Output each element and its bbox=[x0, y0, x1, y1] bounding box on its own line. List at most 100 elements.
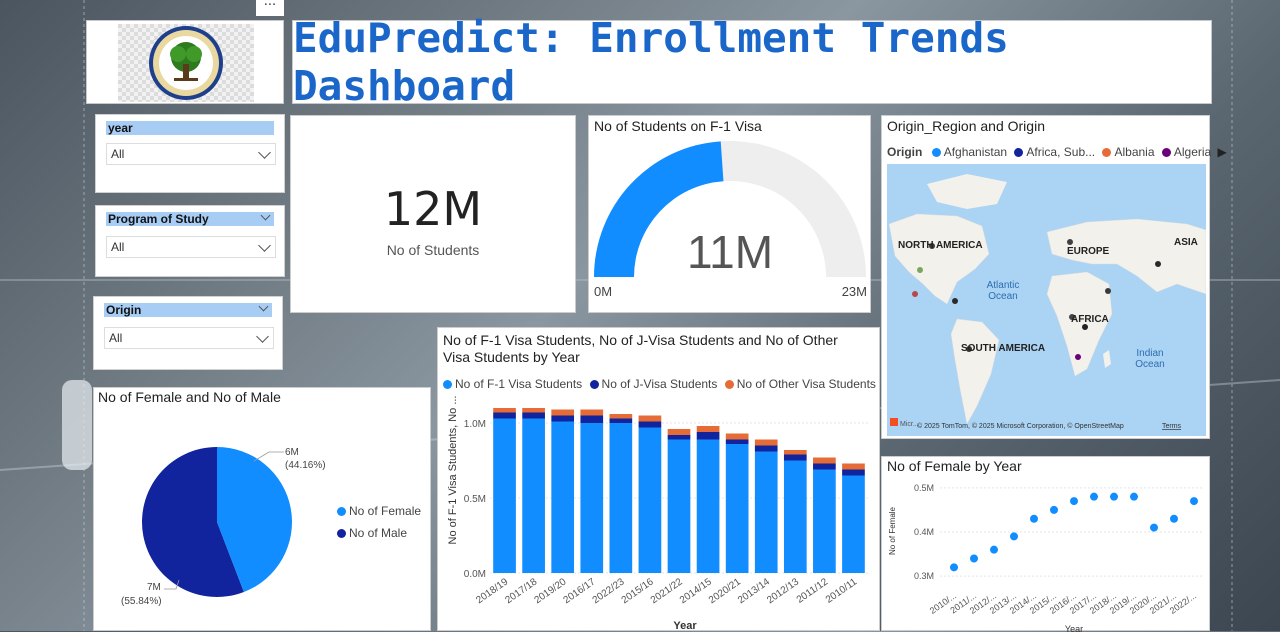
map-terms-link[interactable]: Terms bbox=[1162, 423, 1182, 430]
legend-item-algeria[interactable]: Algeria bbox=[1161, 145, 1211, 159]
bar-segment[interactable] bbox=[696, 439, 720, 574]
scatter-point[interactable] bbox=[950, 563, 958, 572]
bar-segment[interactable] bbox=[842, 463, 865, 470]
y-tick-label: 0.5M bbox=[914, 483, 934, 493]
bar-segment[interactable] bbox=[609, 414, 633, 419]
map-point[interactable] bbox=[917, 267, 923, 273]
legend-item-afghanistan[interactable]: Afghanistan bbox=[931, 145, 1007, 159]
bar-segment[interactable] bbox=[522, 408, 545, 413]
bar-ylabel: No of F-1 Visa Students, No ... bbox=[447, 396, 459, 545]
map-point[interactable] bbox=[1155, 261, 1161, 267]
bar-segment[interactable] bbox=[813, 463, 836, 470]
dashboard-title: EduPredict: Enrollment Trends Dashboard bbox=[293, 14, 1009, 110]
program-dropdown[interactable]: All bbox=[106, 236, 276, 258]
bar-segment[interactable] bbox=[493, 412, 516, 419]
map-point[interactable] bbox=[952, 298, 958, 304]
legend-item-f1[interactable]: No of F-1 Visa Students bbox=[443, 377, 582, 391]
scatter-point[interactable] bbox=[1010, 532, 1018, 541]
bar-segment[interactable] bbox=[551, 415, 575, 422]
year-dropdown[interactable]: All bbox=[106, 143, 276, 165]
bar-segment[interactable] bbox=[696, 432, 720, 440]
legend-item-africa[interactable]: Africa, Sub... bbox=[1014, 145, 1095, 159]
bar-segment[interactable] bbox=[522, 412, 545, 419]
legend-item-j[interactable]: No of J-Visa Students bbox=[589, 377, 717, 391]
bar-segment[interactable] bbox=[725, 444, 749, 573]
gauge-value: 11M bbox=[687, 226, 773, 278]
map-point[interactable] bbox=[912, 291, 918, 297]
pie-slice-male[interactable] bbox=[141, 447, 244, 597]
scatter-point[interactable] bbox=[990, 545, 998, 554]
year-dropdown-value: All bbox=[111, 147, 125, 161]
bar-segment[interactable] bbox=[638, 421, 662, 428]
bar-segment[interactable] bbox=[551, 421, 575, 574]
bar-segment[interactable] bbox=[813, 457, 836, 464]
legend-item-male[interactable]: No of Male bbox=[337, 526, 407, 540]
scatter-point[interactable] bbox=[1030, 514, 1038, 523]
bar-segment[interactable] bbox=[638, 427, 662, 574]
map-point[interactable] bbox=[1075, 354, 1081, 360]
map-point[interactable] bbox=[966, 346, 972, 352]
scatter-point[interactable] bbox=[1070, 497, 1078, 506]
world-map[interactable]: NORTH AMERICA EUROPE ASIA Atlantic Ocean … bbox=[887, 164, 1206, 436]
bar-segment[interactable] bbox=[754, 451, 778, 574]
legend-item-albania[interactable]: Albania bbox=[1102, 145, 1155, 159]
title-panel: EduPredict: Enrollment Trends Dashboard bbox=[292, 14, 1212, 110]
bar-segment[interactable] bbox=[667, 429, 691, 435]
scatter-point[interactable] bbox=[1130, 492, 1138, 501]
scatter-point[interactable] bbox=[970, 554, 978, 563]
bar-segment[interactable] bbox=[522, 418, 545, 574]
legend-dot bbox=[931, 148, 941, 157]
visa-bar-panel: No of F-1 Visa Students, No of J-Visa St… bbox=[437, 327, 880, 632]
bar-segment[interactable] bbox=[783, 454, 807, 461]
bar-segment[interactable] bbox=[609, 423, 633, 573]
pie-slice-female[interactable] bbox=[217, 447, 292, 593]
map-point[interactable] bbox=[1067, 239, 1073, 245]
legend-dot bbox=[724, 380, 734, 389]
x-tick-label: 2013/14 bbox=[736, 576, 772, 606]
bar-segment[interactable] bbox=[551, 409, 575, 416]
legend-dot bbox=[1161, 148, 1171, 157]
more-options-button[interactable]: ··· bbox=[256, 0, 284, 16]
y-tick-label: 0.3M bbox=[914, 571, 934, 581]
map-label-asia: ASIA bbox=[1174, 237, 1198, 248]
scatter-point[interactable] bbox=[1170, 514, 1178, 523]
legend-item-female[interactable]: No of Female bbox=[337, 504, 421, 518]
bar-segment[interactable] bbox=[754, 439, 778, 446]
bar-segment[interactable] bbox=[580, 409, 604, 416]
bar-segment[interactable] bbox=[667, 439, 691, 574]
x-tick-label: 2014/15 bbox=[678, 576, 714, 606]
logo-panel bbox=[86, 20, 284, 104]
bar-segment[interactable] bbox=[725, 433, 749, 440]
bar-segment[interactable] bbox=[609, 418, 633, 424]
origin-dropdown[interactable]: All bbox=[104, 327, 274, 349]
bar-segment[interactable] bbox=[842, 475, 865, 574]
bar-segment[interactable] bbox=[493, 408, 516, 413]
bar-segment[interactable] bbox=[813, 469, 836, 574]
bar-segment[interactable] bbox=[754, 445, 778, 452]
bar-segment[interactable] bbox=[725, 439, 749, 445]
bar-segment[interactable] bbox=[638, 415, 662, 422]
bar-segment[interactable] bbox=[580, 423, 604, 573]
bar-segment[interactable] bbox=[667, 435, 691, 440]
map-point[interactable] bbox=[1069, 314, 1075, 320]
map-point[interactable] bbox=[929, 243, 935, 249]
scatter-point[interactable] bbox=[1050, 505, 1058, 514]
scatter-point[interactable] bbox=[1110, 492, 1118, 501]
scatter-point[interactable] bbox=[1090, 492, 1098, 501]
bar-segment[interactable] bbox=[842, 469, 865, 476]
map-point[interactable] bbox=[1082, 324, 1088, 330]
bar-segment[interactable] bbox=[783, 460, 807, 574]
bar-segment[interactable] bbox=[493, 418, 516, 574]
bar-title-line1: No of F-1 Visa Students, No of J-Visa St… bbox=[443, 332, 838, 348]
x-tick-label: 2021/22 bbox=[649, 576, 685, 606]
legend-next-arrow-icon[interactable]: ▶ bbox=[1217, 145, 1227, 159]
bar-segment[interactable] bbox=[580, 415, 604, 424]
map-title: Origin_Region and Origin bbox=[887, 118, 1045, 134]
legend-item-other[interactable]: No of Other Visa Students bbox=[724, 377, 876, 391]
scatter-point[interactable] bbox=[1150, 523, 1158, 532]
map-point[interactable] bbox=[1105, 288, 1111, 294]
bar-segment[interactable] bbox=[783, 450, 807, 455]
students-card-label: No of Students bbox=[386, 242, 480, 258]
scatter-point[interactable] bbox=[1190, 497, 1198, 506]
bar-segment[interactable] bbox=[696, 426, 720, 432]
